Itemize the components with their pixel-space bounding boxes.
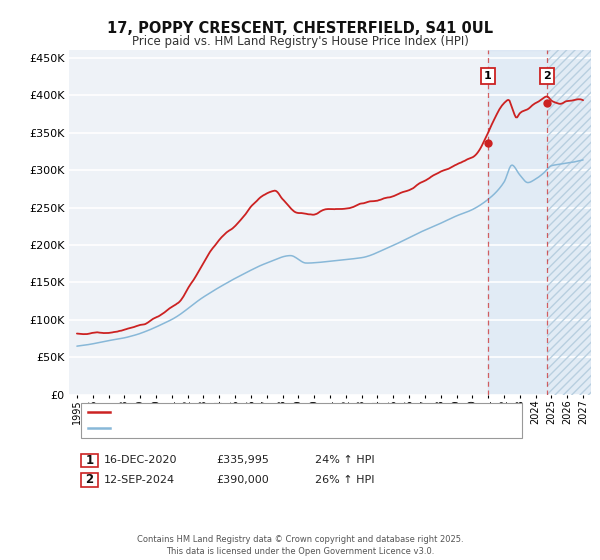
Text: 2: 2 [543, 71, 551, 81]
Text: 16-DEC-2020: 16-DEC-2020 [104, 455, 178, 465]
Text: £390,000: £390,000 [216, 475, 269, 485]
Text: 1: 1 [85, 454, 94, 467]
Text: HPI: Average price, detached house, Chesterfield: HPI: Average price, detached house, Ches… [113, 423, 358, 433]
Text: 17, POPPY CRESCENT, CHESTERFIELD, S41 0UL (detached house): 17, POPPY CRESCENT, CHESTERFIELD, S41 0U… [113, 407, 439, 417]
Text: 2: 2 [85, 473, 94, 487]
Text: Contains HM Land Registry data © Crown copyright and database right 2025.
This d: Contains HM Land Registry data © Crown c… [137, 535, 463, 556]
Bar [547, 50, 591, 395]
Text: 17, POPPY CRESCENT, CHESTERFIELD, S41 0UL: 17, POPPY CRESCENT, CHESTERFIELD, S41 0U… [107, 21, 493, 36]
Text: 24% ↑ HPI: 24% ↑ HPI [315, 455, 374, 465]
Text: 12-SEP-2024: 12-SEP-2024 [104, 475, 175, 485]
Text: Price paid vs. HM Land Registry's House Price Index (HPI): Price paid vs. HM Land Registry's House … [131, 35, 469, 48]
Text: 26% ↑ HPI: 26% ↑ HPI [315, 475, 374, 485]
Bar [488, 50, 591, 395]
Text: 1: 1 [484, 71, 491, 81]
Text: £335,995: £335,995 [216, 455, 269, 465]
